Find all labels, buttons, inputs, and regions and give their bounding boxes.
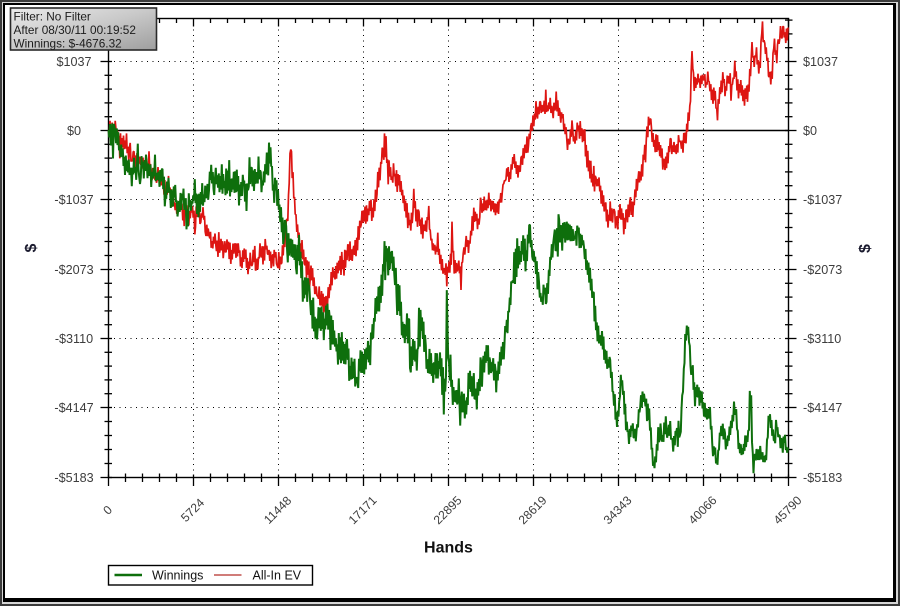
svg-text:After 08/30/11 00:19:52: After 08/30/11 00:19:52	[14, 23, 136, 37]
svg-text:-$1037: -$1037	[54, 193, 93, 207]
svg-text:$: $	[857, 244, 874, 253]
svg-text:Hands: Hands	[424, 540, 473, 557]
svg-text:Filter: No Filter: Filter: No Filter	[14, 10, 91, 24]
svg-text:All-In EV: All-In EV	[253, 569, 302, 583]
svg-text:-$4147: -$4147	[803, 401, 842, 415]
svg-text:-$1037: -$1037	[803, 193, 842, 207]
svg-text:$1037: $1037	[56, 55, 91, 69]
svg-text:$: $	[23, 243, 40, 252]
svg-text:-$4147: -$4147	[54, 401, 93, 415]
svg-text:-$3110: -$3110	[803, 332, 841, 346]
svg-text:Winnings: Winnings	[152, 569, 203, 583]
svg-text:-$3110: -$3110	[55, 332, 93, 346]
svg-text:$0: $0	[67, 124, 81, 138]
svg-text:-$2073: -$2073	[54, 263, 93, 277]
svg-text:$0: $0	[803, 124, 817, 138]
svg-text:Winnings: $-4676.32: Winnings: $-4676.32	[14, 37, 122, 51]
svg-text:$1037: $1037	[803, 55, 838, 69]
svg-text:-$2073: -$2073	[803, 263, 842, 277]
svg-text:-$5183: -$5183	[803, 471, 842, 485]
svg-text:-$5183: -$5183	[54, 471, 93, 485]
